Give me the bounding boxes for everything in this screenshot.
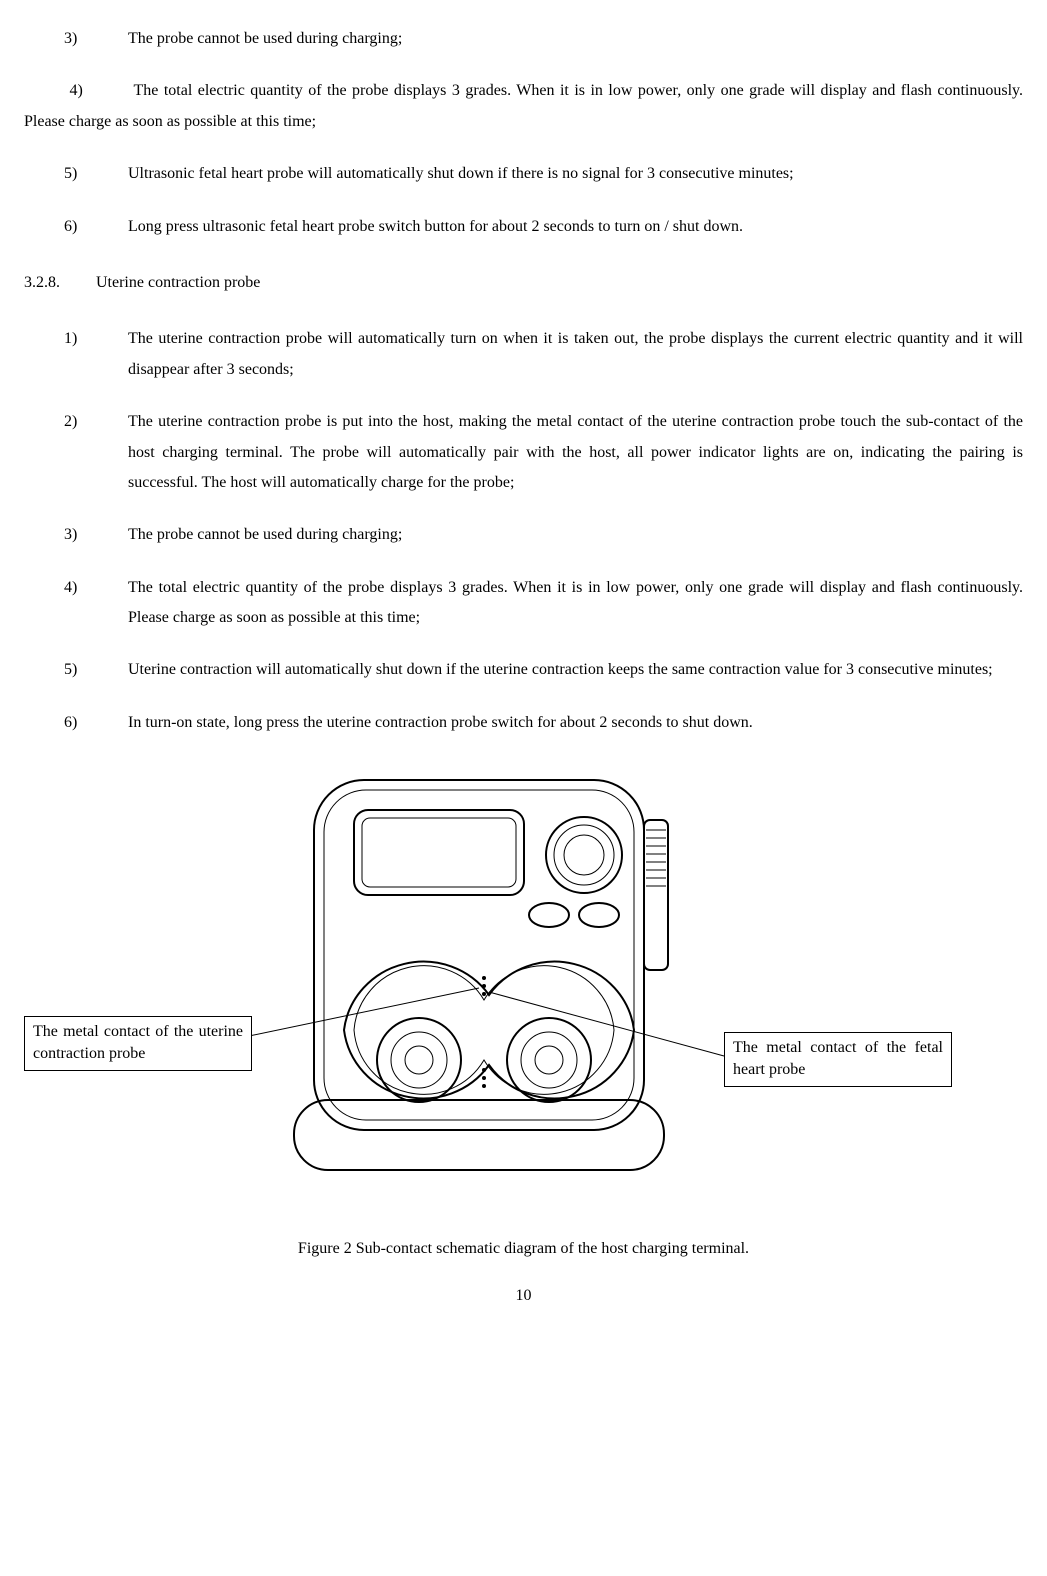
list-item: 5) Ultrasonic fetal heart probe will aut… xyxy=(24,159,1023,189)
list-number: 6) xyxy=(24,708,128,738)
list-number: 4) xyxy=(24,573,128,634)
callout-left: The metal contact of the uterine contrac… xyxy=(24,1016,252,1071)
list-number: 6) xyxy=(24,212,128,242)
list-number: 1) xyxy=(24,324,128,385)
list-text: The probe cannot be used during charging… xyxy=(128,520,1023,550)
list-item: 6) Long press ultrasonic fetal heart pro… xyxy=(24,212,1023,242)
list-text: The uterine contraction probe will autom… xyxy=(128,324,1023,385)
list-text: Uterine contraction will automatically s… xyxy=(128,655,1023,685)
section-title: Uterine contraction probe xyxy=(96,274,260,291)
list-text: Ultrasonic fetal heart probe will automa… xyxy=(128,159,1023,189)
list-text: Long press ultrasonic fetal heart probe … xyxy=(128,212,1023,242)
list-item: 5)Uterine contraction will automatically… xyxy=(24,655,1023,685)
list-item: 3) The probe cannot be used during charg… xyxy=(24,24,1023,54)
list-number: 2) xyxy=(24,407,128,498)
list-text: The probe cannot be used during charging… xyxy=(128,24,1023,54)
list-text: The uterine contraction probe is put int… xyxy=(128,407,1023,498)
list-item: 3)The probe cannot be used during chargi… xyxy=(24,520,1023,550)
callout-lines xyxy=(24,760,1024,1190)
list-number: 4) xyxy=(69,76,133,106)
list-text: The total electric quantity of the probe… xyxy=(128,573,1023,634)
list-text: In turn-on state, long press the uterine… xyxy=(128,708,1023,738)
page-number: 10 xyxy=(24,1281,1023,1311)
list-number: 5) xyxy=(24,159,128,189)
list-item: 1)The uterine contraction probe will aut… xyxy=(24,324,1023,385)
list-number: 5) xyxy=(24,655,128,685)
list-text: The total electric quantity of the probe… xyxy=(24,82,1023,129)
section-number: 3.2.8. xyxy=(24,268,92,298)
figure: The metal contact of the uterine contrac… xyxy=(24,760,1024,1230)
list-item: 6)In turn-on state, long press the uteri… xyxy=(24,708,1023,738)
callout-right: The metal contact of the fetal heart pro… xyxy=(724,1032,952,1087)
list-item-wrap: 4)The total electric quantity of the pro… xyxy=(24,76,1023,137)
list-item: 4)The total electric quantity of the pro… xyxy=(24,573,1023,634)
list-number: 3) xyxy=(24,520,128,550)
figure-caption: Figure 2 Sub-contact schematic diagram o… xyxy=(24,1234,1023,1264)
list-item: 2)The uterine contraction probe is put i… xyxy=(24,407,1023,498)
list-number: 3) xyxy=(24,24,128,54)
section-heading: 3.2.8. Uterine contraction probe xyxy=(24,268,1023,298)
